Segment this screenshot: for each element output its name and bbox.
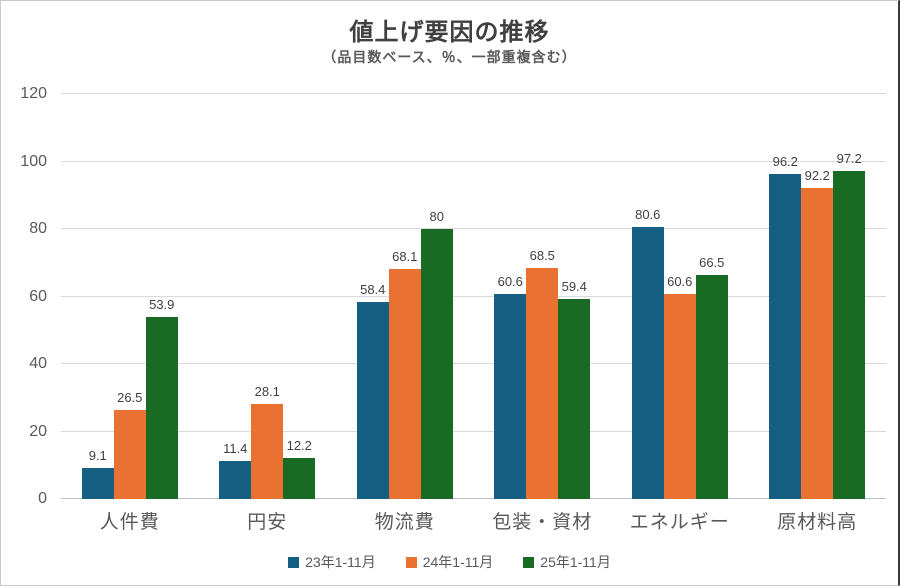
plot-area: 9.1 26.5 53.9 11.4 28.1 12.2 58.4 68.1 80 60.6 68.… xyxy=(61,93,886,499)
bar-value-label: 12.2 xyxy=(286,437,312,453)
y-tick-label: 40 xyxy=(29,355,47,372)
y-tick-label: 20 xyxy=(29,422,47,440)
gridline-y0 xyxy=(61,498,886,499)
bar-value-label: 53.9 xyxy=(149,297,175,313)
chart-title: 値上げ要因の推移 xyxy=(349,19,550,46)
bar-value-label: 97.2 xyxy=(836,150,862,166)
x-axis-category-label: 原材料高 xyxy=(777,512,858,533)
bar: 60.6 xyxy=(663,275,696,499)
bar: 68.5 xyxy=(526,248,559,499)
legend-marker-icon xyxy=(288,556,300,568)
bar-value-label: 26.5 xyxy=(117,389,143,405)
legend-marker-icon xyxy=(405,556,417,568)
legend-label: 24年1-11月 xyxy=(422,554,494,570)
x-axis-category-label: 包装・資材 xyxy=(492,512,593,533)
bar-group: 9.1 26.5 53.9 xyxy=(61,94,199,499)
bar-value-label: 80 xyxy=(429,209,444,224)
legend-item: 23年1-11月 xyxy=(288,552,376,572)
bar: 68.1 xyxy=(388,250,421,499)
legend-label: 25年1-11月 xyxy=(540,554,611,570)
bar: 80.6 xyxy=(631,207,664,499)
legend-label: 23年1-11月 xyxy=(305,554,376,570)
bar: 53.9 xyxy=(145,298,178,499)
x-axis-category-label: 円安 xyxy=(247,512,288,533)
bar-value-label: 60.6 xyxy=(497,274,523,290)
bar: 96.2 xyxy=(769,155,802,499)
x-axis-labels: 人件費 円安 物流費 包装・資材 エネルギー 原材料高 xyxy=(61,507,886,534)
bar-value-label: 58.4 xyxy=(360,281,386,297)
y-axis: 0 20 40 60 80 100 120 xyxy=(1,85,47,507)
bar-group: 60.6 68.5 59.4 xyxy=(474,94,612,499)
bar-value-label: 96.2 xyxy=(772,154,798,170)
bar: 92.2 xyxy=(801,168,834,499)
y-tick-label: 0 xyxy=(38,490,47,507)
legend-item: 25年1-11月 xyxy=(523,552,611,572)
bar-group: 96.2 92.2 97.2 xyxy=(749,94,887,499)
gridline-y60 xyxy=(61,295,886,297)
bar-value-label: 60.6 xyxy=(667,274,693,290)
x-axis-category-label: 人件費 xyxy=(99,512,160,533)
bar: 66.5 xyxy=(695,255,728,499)
bar: 12.2 xyxy=(283,438,316,499)
bar-group: 80.6 60.6 66.5 xyxy=(611,94,749,499)
gridline-y20 xyxy=(61,430,886,432)
gridline-y120 xyxy=(61,93,886,94)
bar-value-label: 28.1 xyxy=(254,384,280,400)
bar: 60.6 xyxy=(494,275,527,499)
chart-subtitle: （品目数ベース、％、一部重複含む） xyxy=(322,49,577,65)
bar: 11.4 xyxy=(219,441,252,499)
bar-value-label: 92.2 xyxy=(804,167,830,183)
bar: 59.4 xyxy=(558,279,591,499)
bar: 97.2 xyxy=(833,151,866,499)
bar-value-label: 66.5 xyxy=(699,254,725,270)
legend: 23年1-11月 24年1-11月 25年1-11月 xyxy=(1,552,898,572)
bar-value-label: 59.4 xyxy=(561,278,587,294)
bar-group: 58.4 68.1 80 xyxy=(336,94,474,499)
legend-marker-icon xyxy=(523,556,535,568)
y-tick-label: 60 xyxy=(29,287,47,305)
bar: 28.1 xyxy=(251,385,284,499)
bar: 9.1 xyxy=(81,449,114,499)
y-tick-label: 100 xyxy=(20,152,47,170)
bar-group: 11.4 28.1 12.2 xyxy=(199,94,337,499)
bar: 26.5 xyxy=(113,390,146,499)
bar: 58.4 xyxy=(356,282,389,499)
x-axis-category-label: エネルギー xyxy=(629,512,730,533)
bar-value-label: 80.6 xyxy=(635,206,661,222)
bar-value-label: 68.1 xyxy=(392,249,418,265)
gridline-y100 xyxy=(61,160,886,162)
bar-value-label: 68.5 xyxy=(529,247,555,263)
gridline-y80 xyxy=(61,228,886,229)
bar: 80 xyxy=(420,210,453,499)
bar-value-label: 11.4 xyxy=(223,440,248,456)
gridline-y40 xyxy=(61,363,886,364)
bar-value-label: 9.1 xyxy=(88,448,107,464)
legend-item: 24年1-11月 xyxy=(405,552,494,572)
y-tick-label: 120 xyxy=(20,85,47,102)
x-axis-category-label: 物流費 xyxy=(374,512,435,533)
y-tick-label: 80 xyxy=(29,220,47,237)
bar-groups: 9.1 26.5 53.9 11.4 28.1 12.2 58.4 68.1 80 60.6 68.… xyxy=(61,94,886,499)
